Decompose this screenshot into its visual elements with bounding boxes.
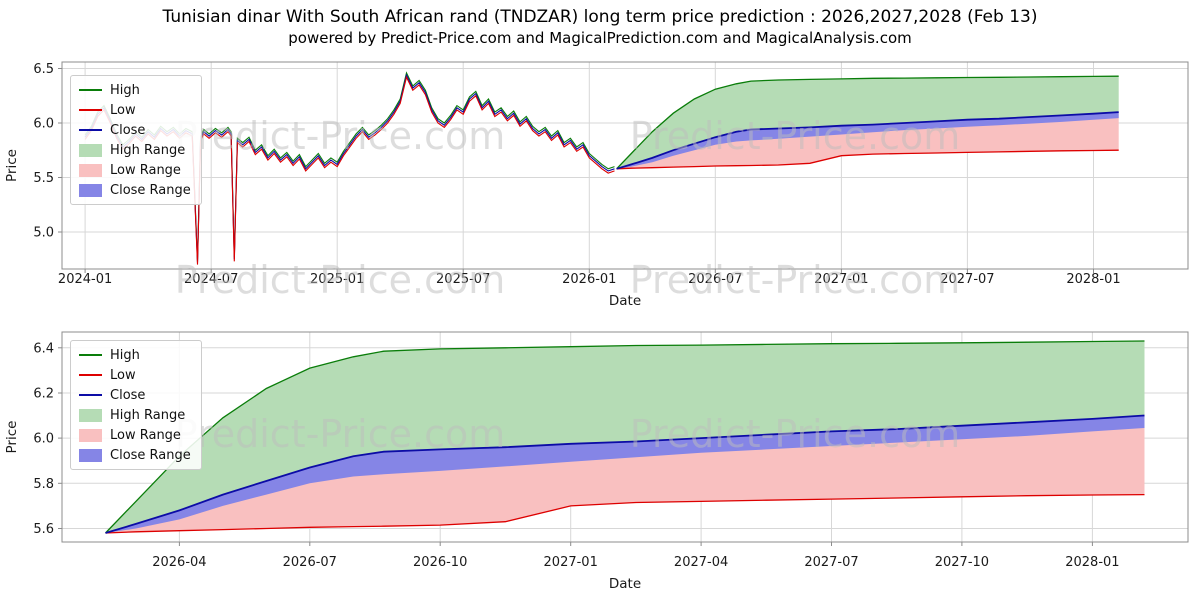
legend-item-high-range: High Range (79, 141, 191, 159)
y-tick-label: 5.5 (33, 171, 54, 186)
legend-label: High (110, 347, 140, 363)
y-tick-label: 6.0 (33, 432, 54, 447)
legend-item-low-range: Low Range (79, 161, 191, 179)
y-tick-label: 5.8 (33, 477, 54, 492)
x-axis-label: Date (609, 576, 641, 592)
x-tick-label: 2027-10 (935, 555, 989, 570)
x-tick-label: 2026-10 (413, 555, 467, 570)
close-line-forecast (616, 111, 1119, 170)
legend-line-swatch (79, 374, 102, 376)
x-tick-label: 2025-01 (310, 272, 364, 287)
low-line-forecast (616, 149, 1119, 170)
legend-label: Close (110, 122, 146, 138)
watermark: Predict-Price.com (630, 114, 961, 158)
close-line-forecast (105, 414, 1145, 534)
price-chart-forecast: 5.6 5.8 6.0 6.2 6.4 2026-04 2026-07 2026-10 2027… (0, 319, 1200, 597)
y-tick-label: 6.4 (33, 341, 54, 356)
legend-range-swatch (79, 143, 102, 157)
y-tick-label: 5.0 (33, 226, 54, 241)
plot-frame (61, 331, 1189, 543)
legend-item-low: Low (79, 366, 191, 384)
legend-item-high: High (79, 346, 191, 364)
legend-item-close-range: Close Range (79, 181, 191, 199)
close-range-band (616, 112, 1119, 169)
watermark: Predict-Price.com (175, 412, 506, 456)
legend-item-low-range: Low Range (79, 426, 191, 444)
legend-item-high-range: High Range (79, 406, 191, 424)
price-chart-svg: 5.6 5.8 6.0 6.2 6.4 2026-04 2026-07 2026-10 2027… (4, 331, 1189, 592)
high-range-band (616, 76, 1119, 169)
legend-line-swatch (79, 394, 102, 396)
x-tick-label: 2027-07 (940, 272, 994, 287)
x-axis-label: Date (609, 293, 641, 309)
plot-frame (61, 61, 1189, 270)
high-line-forecast (616, 75, 1119, 170)
close-range-band (105, 415, 1145, 533)
legend-range-swatch (79, 183, 102, 197)
legend-label: High Range (110, 142, 186, 158)
legend-line-swatch (79, 89, 102, 91)
low-range-band (616, 112, 1119, 169)
x-tick-label: 2027-04 (674, 555, 728, 570)
watermark: Predict-Price.com (175, 258, 506, 302)
x-tick-label: 2026-07 (688, 272, 742, 287)
y-axis-label: Price (4, 421, 20, 454)
legend-line-swatch (79, 129, 102, 131)
legend-label: Low Range (110, 162, 181, 178)
legend-item-high: High (79, 81, 191, 99)
high-range-band (105, 341, 1145, 533)
y-tick-label: 6.5 (33, 62, 54, 77)
watermark: Predict-Price.com (630, 258, 961, 302)
legend-item-close: Close (79, 121, 191, 139)
legend-line-swatch (79, 109, 102, 111)
x-tick-label: 2028-01 (1065, 555, 1119, 570)
legend-range-swatch (79, 428, 102, 442)
price-chart-history: 5.0 5.5 6.0 6.5 2024-01 2024-07 2025-01 2025-07… (0, 47, 1200, 319)
x-tick-label: 2026-07 (283, 555, 337, 570)
x-tick-label: 2027-01 (814, 272, 868, 287)
y-tick-label: 6.0 (33, 117, 54, 132)
legend-range-swatch (79, 163, 102, 177)
x-tick-label: 2026-01 (562, 272, 616, 287)
y-tick-label: 5.6 (33, 522, 54, 537)
legend-label: High (110, 82, 140, 98)
legend-item-low: Low (79, 101, 191, 119)
legend: High Low Close High Range Low Range Close Ran… (70, 340, 202, 470)
legend-label: High Range (110, 407, 186, 423)
legend-label: Close (110, 387, 146, 403)
chart-title: Tunisian dinar With South African rand (… (162, 7, 1038, 27)
legend-line-swatch (79, 354, 102, 356)
legend-range-swatch (79, 408, 102, 422)
low-range-band (105, 415, 1145, 533)
low-line-forecast (105, 493, 1145, 534)
x-tick-label: 2025-07 (436, 272, 490, 287)
watermark: Predict-Price.com (630, 412, 961, 456)
x-tick-label: 2024-01 (58, 272, 112, 287)
watermark: Predict-Price.com (175, 114, 506, 158)
high-line-forecast (105, 340, 1145, 534)
legend-label: Close Range (110, 447, 191, 463)
x-tick-label: 2024-07 (184, 272, 238, 287)
legend-item-close-range: Close Range (79, 446, 191, 464)
x-tick-label: 2027-07 (804, 555, 858, 570)
legend-range-swatch (79, 448, 102, 462)
x-tick-label: 2027-01 (544, 555, 598, 570)
legend-label: Low (110, 367, 136, 383)
legend-label: Low (110, 102, 136, 118)
y-tick-label: 6.2 (33, 387, 54, 402)
legend-item-close: Close (79, 386, 191, 404)
y-axis-label: Price (4, 149, 20, 182)
legend-label: Close Range (110, 182, 191, 198)
x-tick-label: 2026-04 (152, 555, 206, 570)
chart-subtitle: powered by Predict-Price.com and Magical… (288, 29, 912, 47)
legend-label: Low Range (110, 427, 181, 443)
x-tick-label: 2028-01 (1066, 272, 1120, 287)
legend: High Low Close High Range Low Range Close Ran… (70, 75, 202, 205)
price-chart-svg: 5.0 5.5 6.0 6.5 2024-01 2024-07 2025-01 2025-07… (4, 61, 1189, 309)
